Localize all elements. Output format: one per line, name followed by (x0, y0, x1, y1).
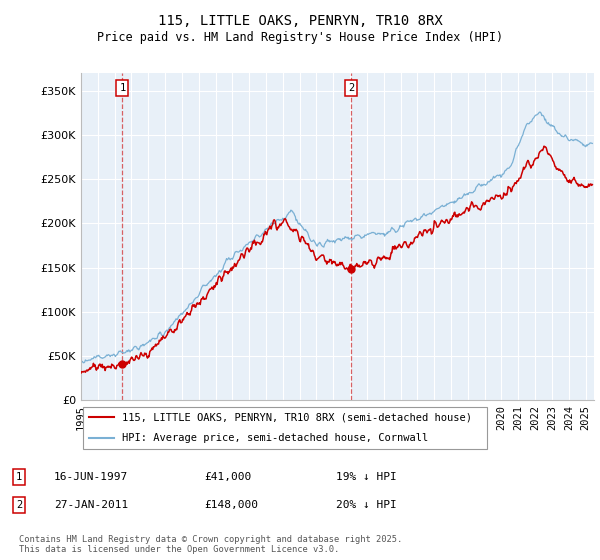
Text: 1: 1 (16, 472, 22, 482)
Text: Price paid vs. HM Land Registry's House Price Index (HPI): Price paid vs. HM Land Registry's House … (97, 31, 503, 44)
Text: 19% ↓ HPI: 19% ↓ HPI (336, 472, 397, 482)
Text: £148,000: £148,000 (204, 500, 258, 510)
Text: 115, LITTLE OAKS, PENRYN, TR10 8RX: 115, LITTLE OAKS, PENRYN, TR10 8RX (158, 14, 442, 28)
Text: 20% ↓ HPI: 20% ↓ HPI (336, 500, 397, 510)
Text: 1: 1 (119, 83, 125, 93)
Text: 16-JUN-1997: 16-JUN-1997 (54, 472, 128, 482)
FancyBboxPatch shape (83, 407, 487, 449)
Text: 2: 2 (348, 83, 355, 93)
Text: Contains HM Land Registry data © Crown copyright and database right 2025.
This d: Contains HM Land Registry data © Crown c… (19, 535, 403, 554)
Text: HPI: Average price, semi-detached house, Cornwall: HPI: Average price, semi-detached house,… (122, 433, 428, 444)
Text: £41,000: £41,000 (204, 472, 251, 482)
Text: 27-JAN-2011: 27-JAN-2011 (54, 500, 128, 510)
Text: 2: 2 (16, 500, 22, 510)
Text: 115, LITTLE OAKS, PENRYN, TR10 8RX (semi-detached house): 115, LITTLE OAKS, PENRYN, TR10 8RX (semi… (122, 412, 472, 422)
